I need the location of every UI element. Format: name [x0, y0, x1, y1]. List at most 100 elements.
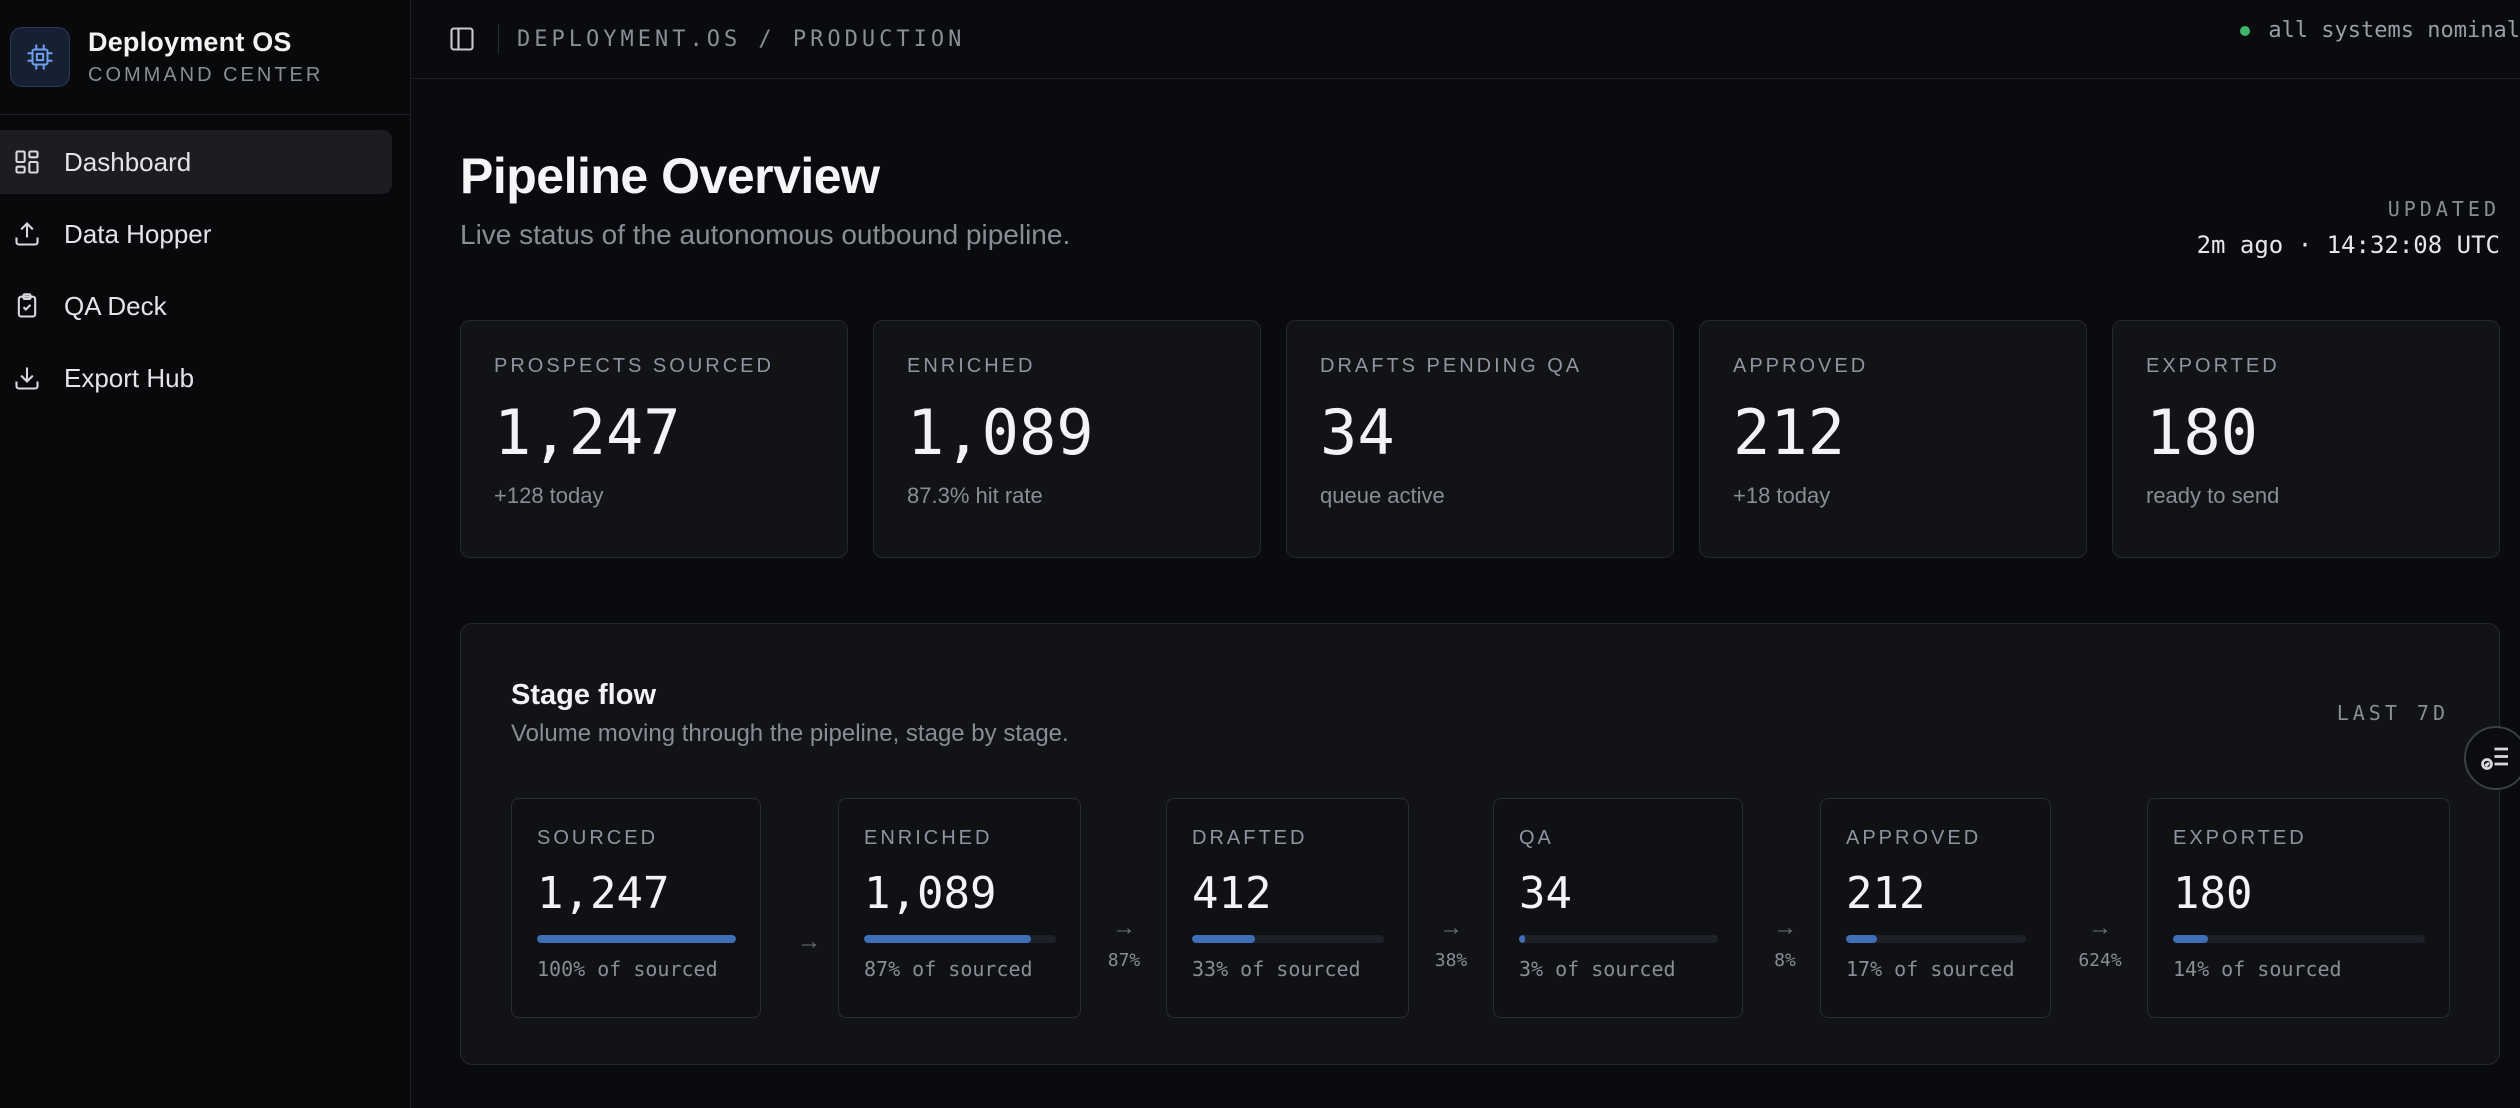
conversion-rate: 624%	[2078, 950, 2122, 971]
stage-note: 87% of sourced	[864, 957, 1033, 981]
sidebar-item-dashboard[interactable]: Dashboard	[0, 130, 392, 194]
download-icon	[12, 363, 42, 393]
stage-label: QA	[1519, 827, 1554, 849]
stage-enriched: ENRICHED 1,089 87% of sourced	[838, 798, 1081, 1018]
breadcrumb: DEPLOYMENT.OS / PRODUCTION	[517, 26, 966, 52]
stage-connector: → 8%	[1755, 914, 1815, 971]
updated-value: 2m ago · 14:32:08 UTC	[2196, 231, 2500, 259]
dashboard-icon	[12, 147, 42, 177]
stat-label: ENRICHED	[907, 355, 1036, 377]
brand-title: Deployment OS	[88, 27, 292, 57]
stage-flow-card: Stage flow Volume moving through the pip…	[460, 623, 2500, 1065]
stage-value: 412	[1192, 868, 1272, 919]
stat-note: +18 today	[1733, 483, 1831, 508]
sidebar-item-export-hub[interactable]: Export Hub	[0, 346, 392, 410]
stage-note: 100% of sourced	[537, 957, 718, 981]
stat-label: DRAFTS PENDING QA	[1320, 355, 1583, 377]
time-range-label: LAST 7D	[2336, 701, 2449, 725]
arrow-right-icon: →	[1773, 914, 1797, 941]
stage-progress-fill	[1846, 935, 1877, 943]
updated-label: UPDATED	[2387, 197, 2500, 221]
stat-card-drafts-pending-qa: DRAFTS PENDING QA 34 queue active	[1286, 320, 1674, 558]
stage-progress-track	[1846, 935, 2026, 943]
stat-card-prospects-sourced: PROSPECTS SOURCED 1,247 +128 today	[460, 320, 848, 558]
stage-note: 14% of sourced	[2173, 957, 2342, 981]
sidebar-item-label: Export Hub	[64, 362, 195, 393]
stat-label: APPROVED	[1733, 355, 1869, 377]
stage-value: 34	[1519, 868, 1572, 919]
filter-list-icon	[2481, 747, 2508, 770]
stage-label: APPROVED	[1846, 827, 1982, 849]
arrow-right-icon: →	[1439, 914, 1463, 941]
stat-value: 1,089	[907, 396, 1094, 469]
stage-flow-subtitle: Volume moving through the pipeline, stag…	[511, 720, 1069, 747]
clipboard-check-icon	[12, 291, 42, 321]
arrow-right-icon: →	[2088, 914, 2112, 941]
stat-cards: PROSPECTS SOURCED 1,247 +128 today ENRIC…	[460, 320, 2500, 558]
stat-card-enriched: ENRICHED 1,089 87.3% hit rate	[873, 320, 1261, 558]
stage-connector: → 38%	[1421, 914, 1481, 971]
topbar-divider	[498, 24, 499, 54]
upload-icon	[12, 219, 42, 249]
stage-progress-track	[2173, 935, 2425, 943]
stage-value: 180	[2173, 868, 2253, 919]
stage-value: 212	[1846, 868, 1926, 919]
status-dot-icon	[2240, 25, 2251, 36]
stage-progress-fill	[1192, 935, 1256, 943]
stat-card-exported: EXPORTED 180 ready to send	[2112, 320, 2500, 558]
stage-progress-fill	[537, 935, 736, 943]
stage-progress-track	[1519, 935, 1718, 943]
stage-progress-fill	[864, 935, 1032, 943]
stage-note: 33% of sourced	[1192, 957, 1361, 981]
stat-label: PROSPECTS SOURCED	[494, 355, 774, 377]
floating-action-button[interactable]	[2464, 726, 2520, 790]
sidebar-item-data-hopper[interactable]: Data Hopper	[0, 202, 392, 266]
conversion-rate: 8%	[1774, 950, 1796, 971]
stage-progress-fill	[1519, 935, 1525, 943]
conversion-rate: 87%	[1107, 950, 1141, 971]
sidebar-nav: Dashboard Data Hopper QA Deck	[0, 115, 410, 410]
status-text: all systems nominal	[2268, 18, 2520, 43]
sidebar-item-label: QA Deck	[64, 290, 167, 321]
stage-note: 17% of sourced	[1846, 957, 2015, 981]
stage-progress-fill	[2173, 935, 2209, 943]
stage-label: SOURCED	[537, 827, 659, 849]
stage-drafted: DRAFTED 412 33% of sourced	[1166, 798, 1409, 1018]
stat-value: 180	[2146, 396, 2258, 469]
brand[interactable]: Deployment OS COMMAND CENTER	[0, 0, 410, 115]
sidebar-item-label: Dashboard	[64, 146, 192, 177]
stage-note: 3% of sourced	[1519, 957, 1676, 981]
stage-progress-track	[864, 935, 1056, 943]
stage-value: 1,247	[537, 868, 670, 919]
stage-label: EXPORTED	[2173, 827, 2307, 849]
stat-note: ready to send	[2146, 483, 2280, 508]
stage-connector: → 87%	[1094, 914, 1154, 971]
stage-sourced: SOURCED 1,247 100% of sourced	[511, 798, 761, 1018]
brand-subtitle: COMMAND CENTER	[88, 64, 324, 86]
stat-label: EXPORTED	[2146, 355, 2280, 377]
stage-exported: EXPORTED 180 14% of sourced	[2147, 798, 2450, 1018]
stat-note: 87.3% hit rate	[907, 483, 1043, 508]
sidebar-item-label: Data Hopper	[64, 218, 212, 249]
stat-value: 34	[1320, 396, 1395, 469]
sidebar: Deployment OS COMMAND CENTER Dashboard D…	[0, 0, 411, 1108]
arrow-right-icon: →	[797, 928, 821, 955]
stat-note: +128 today	[494, 483, 604, 508]
stage-connector: →	[779, 928, 839, 956]
stage-qa: QA 34 3% of sourced	[1493, 798, 1743, 1018]
stage-label: ENRICHED	[864, 827, 993, 849]
sidebar-toggle-icon[interactable]	[446, 23, 478, 55]
cpu-chip-icon	[10, 27, 70, 87]
stage-connector: → 624%	[2070, 914, 2130, 971]
stage-progress-track	[1192, 935, 1384, 943]
stage-progress-track	[537, 935, 736, 943]
page-subtitle: Live status of the autonomous outbound p…	[460, 219, 1071, 250]
topbar: DEPLOYMENT.OS / PRODUCTION all systems n…	[412, 0, 2520, 79]
stage-value: 1,089	[864, 868, 997, 919]
stage-flow-title: Stage flow	[511, 679, 657, 711]
page-title: Pipeline Overview	[460, 148, 880, 204]
sidebar-item-qa-deck[interactable]: QA Deck	[0, 274, 392, 338]
stage-approved: APPROVED 212 17% of sourced	[1820, 798, 2051, 1018]
system-status: all systems nominal	[2240, 18, 2520, 43]
stat-note: queue active	[1320, 483, 1445, 508]
